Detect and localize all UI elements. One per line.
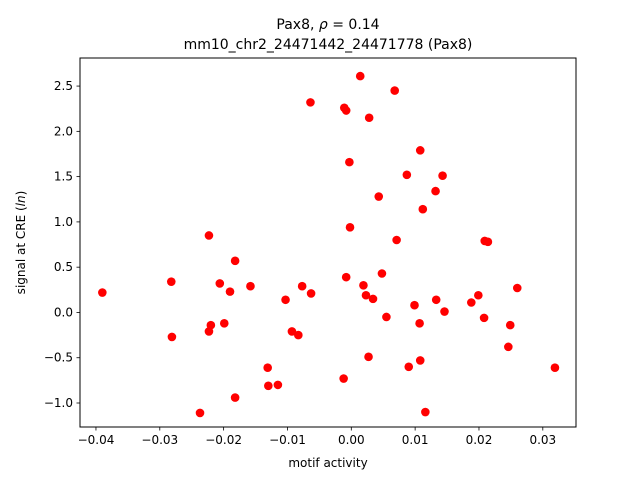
data-point-50 [440,307,449,316]
x-tick-label-2: −0.02 [205,433,242,447]
x-tick-label-1: −0.03 [141,433,178,447]
data-point-38 [392,235,401,245]
data-point-12 [246,281,255,291]
x-tick-label-4: 0.00 [338,433,365,447]
data-point-8 [219,319,229,328]
data-point-51 [467,298,476,307]
data-point-34 [374,192,384,201]
data-point-55 [483,237,493,247]
data-point-40 [404,362,414,372]
y-tick-label-6: 2.0 [54,124,73,138]
x-axis-label: motif activity [288,456,367,470]
data-point-37 [390,86,400,95]
data-point-57 [505,320,515,330]
x-tick-label-0: −0.04 [78,433,115,447]
data-point-43 [415,319,424,328]
data-point-9 [225,287,235,296]
data-point-58 [512,283,522,293]
data-point-33 [368,294,378,304]
data-point-53 [479,313,489,323]
data-point-3 [195,408,205,418]
data-point-30 [361,290,371,300]
data-point-21 [306,289,316,298]
data-point-35 [377,269,387,278]
data-point-29 [359,280,368,290]
y-tick-label-5: 1.5 [54,170,73,184]
y-axis-label: signal at CRE (ln) [14,191,28,295]
data-point-14 [264,381,273,391]
data-point-24 [341,272,351,282]
x-tick-label-6: 0.02 [466,433,493,447]
x-tick-label-5: 0.01 [402,433,429,447]
y-tick-label-3: 0.5 [54,260,73,274]
chart-title-line2: mm10_chr2_24471442_24471778 (Pax8) [184,37,473,53]
data-point-26 [345,157,354,167]
plot-frame [79,57,577,428]
data-point-41 [410,300,419,310]
data-point-59 [550,363,560,372]
y-tick-label-1: −0.5 [44,351,73,365]
data-point-18 [294,330,303,340]
data-point-42 [415,146,425,155]
chart-title-line1: Pax8, ρ = 0.14 [276,17,379,33]
data-point-6 [206,320,216,330]
data-point-19 [297,281,307,291]
data-point-4 [204,231,214,240]
y-tick-label-0: −1.0 [44,396,73,410]
data-point-17 [287,327,297,336]
data-point-27 [345,223,355,232]
data-point-10 [230,256,240,266]
x-tick-label-7: 0.03 [529,433,556,447]
data-point-15 [273,380,283,390]
data-points [98,71,560,418]
data-point-2 [167,332,177,342]
data-point-49 [438,171,447,181]
data-point-32 [364,113,374,123]
data-point-31 [364,352,373,362]
data-point-44 [415,356,425,365]
data-point-46 [421,407,430,417]
data-point-36 [382,312,391,322]
data-point-0 [98,288,107,297]
data-point-25 [339,374,348,383]
data-point-56 [504,342,513,352]
data-point-7 [215,279,225,288]
x-axis-ticks: −0.04 −0.03 −0.02 −0.01 0.00 0.01 0.02 0.03 [78,427,556,447]
y-tick-label-2: 0.0 [54,305,73,319]
data-point-39 [402,170,412,180]
data-point-52 [474,290,483,300]
data-point-47 [431,186,440,196]
data-point-23 [341,106,351,115]
data-point-1 [166,277,176,286]
data-point-11 [230,393,240,402]
data-point-13 [263,363,272,372]
y-tick-label-7: 2.5 [54,79,73,93]
data-point-20 [306,98,315,107]
data-point-45 [418,204,428,214]
data-point-48 [431,295,441,305]
y-axis-ticks: −1.0 −0.5 0.0 0.5 1.0 1.5 2.0 2.5 [44,79,80,410]
data-point-16 [281,295,290,305]
x-tick-label-3: −0.01 [269,433,306,447]
y-tick-label-4: 1.0 [54,215,73,229]
data-point-28 [355,71,365,81]
